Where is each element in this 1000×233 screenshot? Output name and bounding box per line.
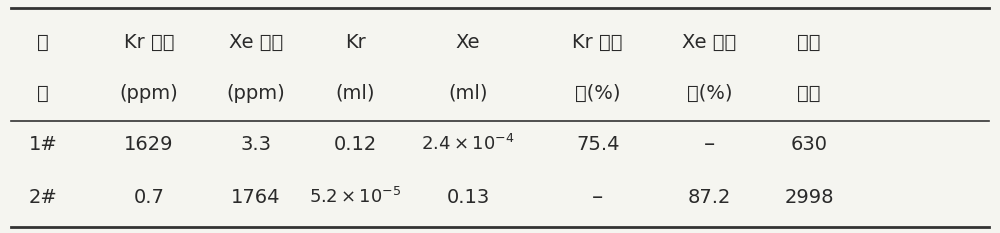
Text: 1629: 1629: [124, 135, 174, 154]
Text: Xe 浓度: Xe 浓度: [229, 33, 283, 52]
Text: 率(%): 率(%): [687, 84, 732, 103]
Text: $5.2\times10^{-5}$: $5.2\times10^{-5}$: [309, 187, 402, 207]
Text: (ml): (ml): [336, 84, 375, 103]
Text: –: –: [704, 134, 715, 154]
Text: 87.2: 87.2: [688, 188, 731, 207]
Text: 75.4: 75.4: [576, 135, 619, 154]
Text: 0.12: 0.12: [334, 135, 377, 154]
Text: Kr 回收: Kr 回收: [572, 33, 623, 52]
Text: Kr: Kr: [345, 33, 366, 52]
Text: Xe 回收: Xe 回收: [682, 33, 737, 52]
Text: 瓶: 瓶: [37, 84, 49, 103]
Text: 2#: 2#: [29, 188, 58, 207]
Text: 系数: 系数: [797, 84, 821, 103]
Text: 1764: 1764: [231, 188, 280, 207]
Text: –: –: [592, 187, 603, 207]
Text: Xe: Xe: [456, 33, 480, 52]
Text: 2998: 2998: [784, 188, 834, 207]
Text: $2.4\times10^{-4}$: $2.4\times10^{-4}$: [421, 134, 515, 154]
Text: (ml): (ml): [448, 84, 488, 103]
Text: (ppm): (ppm): [120, 84, 178, 103]
Text: 1#: 1#: [29, 135, 58, 154]
Text: 率(%): 率(%): [575, 84, 620, 103]
Text: Kr 浓度: Kr 浓度: [124, 33, 174, 52]
Text: (ppm): (ppm): [226, 84, 285, 103]
Text: 0.7: 0.7: [134, 188, 164, 207]
Text: 3.3: 3.3: [240, 135, 271, 154]
Text: 钢: 钢: [37, 33, 49, 52]
Text: 去污: 去污: [797, 33, 821, 52]
Text: 0.13: 0.13: [446, 188, 490, 207]
Text: 630: 630: [791, 135, 828, 154]
